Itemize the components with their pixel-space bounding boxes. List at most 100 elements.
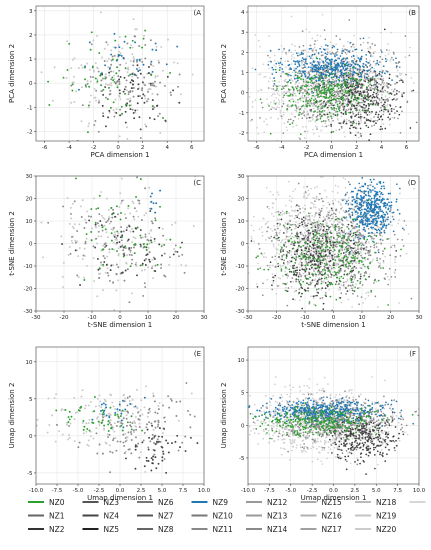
- data-point-nz21: [322, 204, 325, 207]
- data-point-nz21: [110, 84, 113, 87]
- data-point-nz2: [97, 268, 100, 271]
- data-point-nz2: [377, 102, 380, 105]
- data-point-nz12: [331, 256, 334, 259]
- data-point-nz0: [319, 91, 322, 93]
- data-point-nz0: [324, 75, 327, 77]
- data-point-nz21: [393, 246, 396, 249]
- data-point-nz0: [47, 80, 50, 83]
- data-point-nz9: [315, 79, 318, 82]
- data-point-nz9: [151, 192, 153, 195]
- data-point-nz12: [349, 63, 351, 65]
- data-point-nz21: [53, 66, 56, 69]
- data-point-nz21: [294, 227, 297, 230]
- data-point-nz21: [151, 265, 154, 268]
- y-axis-label: t-SNE dimension 2: [8, 211, 16, 276]
- data-point-nz12: [320, 270, 323, 273]
- data-point-nz21: [263, 76, 266, 78]
- data-point-nz12: [122, 230, 125, 233]
- data-point-nz12: [349, 107, 352, 110]
- data-point-nz9: [298, 60, 301, 63]
- data-point-nz0: [133, 252, 136, 255]
- data-point-nz21: [279, 110, 282, 112]
- data-point-nz21: [274, 234, 276, 237]
- data-point-nz12: [352, 43, 355, 46]
- data-point-nz21: [339, 288, 342, 291]
- data-point-nz9: [308, 48, 311, 50]
- data-point-nz12: [340, 75, 343, 78]
- data-point-nz21: [112, 109, 115, 112]
- data-point-nz21: [293, 57, 295, 59]
- data-point-nz21: [327, 235, 330, 238]
- data-point-nz2: [137, 95, 140, 98]
- data-point-nz12: [342, 281, 345, 284]
- data-point-nz12: [320, 197, 323, 200]
- data-point-nz9: [295, 60, 297, 63]
- data-point-nz2: [119, 245, 122, 248]
- data-point-nz21: [399, 192, 401, 195]
- data-point-nz12: [392, 90, 395, 93]
- data-point-nz21: [330, 229, 332, 232]
- data-point-nz9: [385, 60, 388, 63]
- data-point-nz12: [102, 255, 105, 257]
- data-point-nz21: [299, 266, 301, 269]
- data-point-nz12: [334, 245, 337, 248]
- data-point-nz12: [353, 58, 356, 60]
- data-point-nz21: [335, 129, 338, 132]
- data-point-nz0: [359, 79, 362, 82]
- data-point-nz12: [332, 78, 334, 81]
- data-point-nz12: [307, 258, 310, 261]
- data-point-nz9: [149, 195, 152, 198]
- data-point-nz21: [278, 64, 281, 67]
- data-point-nz12: [163, 252, 166, 255]
- data-point-nz12: [327, 274, 329, 276]
- data-point-nz9: [152, 202, 155, 205]
- data-point-nz21: [281, 99, 283, 101]
- data-point-nz21: [106, 255, 109, 258]
- x-tick-label: 0: [330, 145, 334, 151]
- data-point-nz12: [347, 108, 350, 111]
- data-point-nz12: [373, 237, 375, 240]
- data-point-nz21: [273, 93, 276, 95]
- data-point-nz2: [381, 118, 384, 121]
- data-point-nz9: [340, 59, 343, 62]
- data-point-nz12: [361, 235, 364, 237]
- data-point-nz12: [308, 218, 311, 221]
- data-point-nz9: [328, 58, 331, 61]
- data-point-nz2: [399, 106, 402, 109]
- data-point-nz12: [358, 109, 361, 111]
- data-point-nz12: [138, 199, 141, 202]
- data-point-nz12: [320, 240, 323, 242]
- data-point-nz21: [284, 238, 287, 240]
- data-point-nz12: [285, 52, 287, 54]
- data-point-nz21: [312, 118, 314, 121]
- data-point-nz21: [325, 261, 328, 263]
- data-point-nz12: [110, 59, 113, 62]
- data-point-nz9: [330, 61, 333, 63]
- data-point-nz0: [291, 94, 294, 96]
- y-tick-label: 0: [29, 242, 33, 248]
- data-point-nz9: [345, 62, 348, 65]
- data-point-nz0: [341, 90, 344, 92]
- data-point-nz9: [303, 72, 306, 75]
- data-point-nz9: [310, 66, 312, 69]
- data-point-nz0: [334, 99, 337, 101]
- data-point-nz21: [370, 112, 373, 115]
- data-point-nz12: [357, 111, 360, 114]
- data-point-nz12: [349, 284, 352, 287]
- data-point-nz0: [351, 95, 353, 98]
- data-point-nz12: [322, 232, 324, 235]
- data-point-nz2: [104, 86, 107, 89]
- data-point-nz12: [393, 88, 396, 91]
- data-point-nz0: [320, 81, 323, 83]
- data-point-nz12: [383, 277, 386, 280]
- data-point-nz21: [283, 111, 285, 114]
- data-point-nz12: [345, 245, 348, 248]
- data-point-nz12: [316, 243, 319, 246]
- data-point-nz12: [344, 91, 347, 94]
- data-point-nz21: [368, 113, 371, 116]
- data-point-nz12: [391, 215, 394, 218]
- data-point-nz0: [319, 95, 322, 98]
- data-point-nz0: [320, 89, 323, 92]
- data-point-nz2: [395, 93, 398, 95]
- data-point-nz12: [346, 102, 349, 105]
